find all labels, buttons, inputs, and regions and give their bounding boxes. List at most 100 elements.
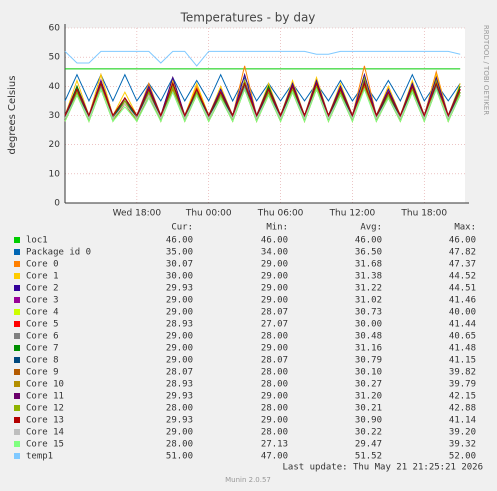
legend-swatch xyxy=(14,393,20,399)
series-line xyxy=(64,50,461,67)
legend-value: 27.07 xyxy=(261,320,288,330)
legend-value: 28.00 xyxy=(261,368,288,378)
legend-swatch xyxy=(14,333,20,339)
x-tick-label: Thu 18:00 xyxy=(400,209,447,219)
legend-value: 39.20 xyxy=(449,428,476,438)
legend-swatch xyxy=(14,249,20,255)
legend-value: 41.15 xyxy=(449,356,476,366)
legend-label: Core 12 xyxy=(26,404,64,414)
legend-label: Core 1 xyxy=(26,272,59,282)
legend-value: 44.51 xyxy=(449,284,476,294)
legend-swatch xyxy=(14,261,20,267)
legend-value: 28.07 xyxy=(261,308,288,318)
legend-value: 28.93 xyxy=(166,380,193,390)
legend-value: 31.16 xyxy=(355,344,382,354)
x-tick-label: Thu 12:00 xyxy=(329,209,376,219)
x-tick-label: Thu 00:00 xyxy=(185,209,232,219)
legend-label: Core 10 xyxy=(26,380,64,390)
legend-value: 30.00 xyxy=(166,272,193,282)
y-tick-label: 30 xyxy=(49,111,61,121)
legend-swatch xyxy=(14,405,20,411)
legend-value: 46.00 xyxy=(355,236,382,246)
legend-value: 30.22 xyxy=(355,428,382,438)
legend-value: 47.37 xyxy=(449,260,476,270)
legend-label: Core 9 xyxy=(26,368,59,378)
legend-swatch xyxy=(14,285,20,291)
legend-value: 28.00 xyxy=(261,380,288,390)
legend-value: 28.00 xyxy=(166,404,193,414)
legend-value: 29.93 xyxy=(166,392,193,402)
legend-value: 29.93 xyxy=(166,284,193,294)
legend-swatch xyxy=(14,417,20,423)
legend-header: Max: xyxy=(454,223,476,233)
legend-value: 30.90 xyxy=(355,416,382,426)
legend-value: 28.00 xyxy=(261,332,288,342)
legend-value: 52.00 xyxy=(449,452,476,462)
legend-value: 29.00 xyxy=(166,356,193,366)
legend-value: 41.48 xyxy=(449,344,476,354)
legend-swatch xyxy=(14,369,20,375)
legend-value: 28.93 xyxy=(166,320,193,330)
legend-swatch xyxy=(14,357,20,363)
legend-label: Core 3 xyxy=(26,296,59,306)
legend-value: 31.22 xyxy=(355,284,382,294)
legend-label: Core 13 xyxy=(26,416,64,426)
y-tick-label: 50 xyxy=(49,53,61,63)
legend-label: Core 11 xyxy=(26,392,64,402)
legend-value: 51.00 xyxy=(166,452,193,462)
legend-value: 30.10 xyxy=(355,368,382,378)
legend-value: 29.93 xyxy=(166,416,193,426)
legend-value: 41.44 xyxy=(449,320,476,330)
legend-label: Core 15 xyxy=(26,440,64,450)
legend-value: 31.20 xyxy=(355,392,382,402)
legend-label: Core 5 xyxy=(26,320,59,330)
y-tick-label: 0 xyxy=(54,199,60,209)
legend-value: 29.00 xyxy=(166,332,193,342)
legend-value: 42.88 xyxy=(449,404,476,414)
legend-value: 41.46 xyxy=(449,296,476,306)
series-line xyxy=(64,87,461,120)
legend-swatch xyxy=(14,297,20,303)
legend-header: Avg: xyxy=(360,223,382,233)
legend-value: 29.00 xyxy=(166,344,193,354)
legend-label: Core 8 xyxy=(26,356,59,366)
y-axis-label: degrees Celsius xyxy=(7,76,18,155)
legend-value: 30.27 xyxy=(355,380,382,390)
legend-swatch xyxy=(14,237,20,243)
chart-title: Temperatures - by day xyxy=(180,11,316,25)
legend-value: 27.13 xyxy=(261,440,288,450)
legend-value: 29.00 xyxy=(261,284,288,294)
series-line xyxy=(64,81,461,117)
legend-value: 35.00 xyxy=(166,248,193,258)
legend-value: 39.32 xyxy=(449,440,476,450)
legend-value: 36.50 xyxy=(355,248,382,258)
series-line xyxy=(64,72,461,118)
legend-value: 30.21 xyxy=(355,404,382,414)
footer: Munin 2.0.57 xyxy=(225,476,271,484)
legend-value: 46.00 xyxy=(261,236,288,246)
legend-label: Core 6 xyxy=(26,332,59,342)
legend-value: 30.73 xyxy=(355,308,382,318)
y-tick-label: 20 xyxy=(49,140,61,150)
legend-value: 31.38 xyxy=(355,272,382,282)
legend-value: 41.14 xyxy=(449,416,476,426)
legend-label: Core 2 xyxy=(26,284,59,294)
series-line xyxy=(64,81,461,120)
legend-value: 28.00 xyxy=(166,440,193,450)
legend-value: 34.00 xyxy=(261,248,288,258)
legend-value: 30.07 xyxy=(166,260,193,270)
legend-swatch xyxy=(14,309,20,315)
legend-header: Cur: xyxy=(171,223,193,233)
legend-label: loc1 xyxy=(26,236,48,246)
legend-value: 42.15 xyxy=(449,392,476,402)
legend-value: 30.79 xyxy=(355,356,382,366)
legend-value: 29.00 xyxy=(261,296,288,306)
legend-value: 28.07 xyxy=(166,368,193,378)
last-update: Last update: Thu May 21 21:25:21 2026 xyxy=(283,463,483,473)
legend-label: Core 0 xyxy=(26,260,59,270)
legend-value: 29.00 xyxy=(261,260,288,270)
legend-swatch xyxy=(14,429,20,435)
legend-value: 39.79 xyxy=(449,380,476,390)
legend-value: 28.00 xyxy=(261,404,288,414)
